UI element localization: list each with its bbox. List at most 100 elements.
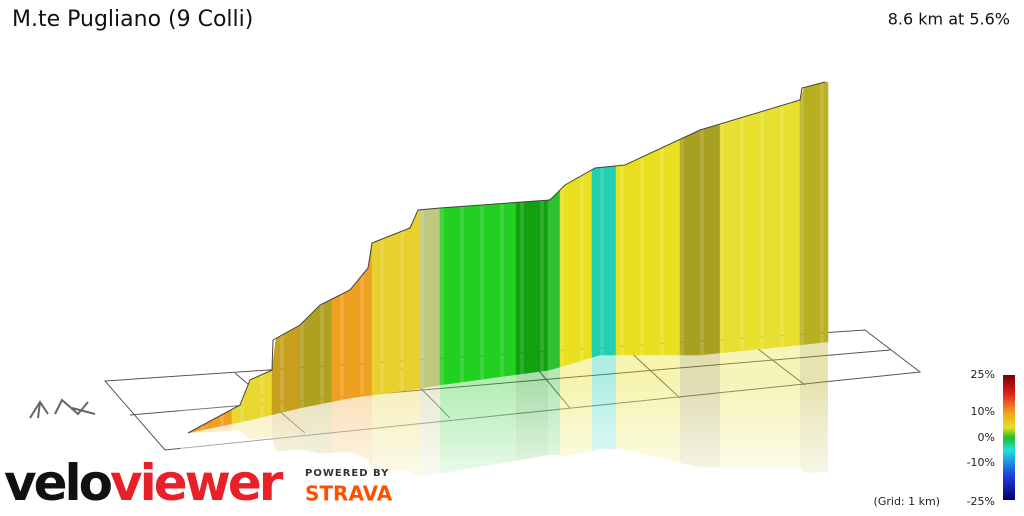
ribbon-stripe xyxy=(603,166,609,356)
ribbon-stripe xyxy=(335,294,341,402)
ribbon-stripe xyxy=(755,111,761,350)
ribbon-stripe xyxy=(399,230,405,392)
ribbon-stripe xyxy=(371,241,377,396)
ribbon-stripe xyxy=(423,208,429,388)
ribbon-stripe xyxy=(771,106,777,349)
ribbon-stripe xyxy=(451,206,457,384)
ribbon-stripe xyxy=(515,201,521,375)
ribbon-stripe xyxy=(651,150,657,356)
ribbon-stripe xyxy=(615,165,621,356)
ribbon-stripe xyxy=(283,331,289,413)
ribbon-stripe xyxy=(499,203,505,378)
ribbon-stripe xyxy=(231,406,237,425)
ribbon-stripe xyxy=(727,120,733,353)
ribbon-stripe xyxy=(723,121,729,353)
ribbon-stripe xyxy=(291,326,297,411)
ribbon-stripe xyxy=(467,205,473,382)
ribbon-stripe xyxy=(419,209,425,389)
ribbon-stripe xyxy=(731,118,737,353)
ribbon-stripe xyxy=(623,163,629,356)
powered-by: POWERED BY xyxy=(305,468,389,479)
ribbon-stripe xyxy=(811,84,817,344)
ribbon-stripe xyxy=(323,300,329,404)
ribbon-stripe xyxy=(455,206,461,384)
ribbon-stripe xyxy=(303,316,309,408)
ribbon-stripe xyxy=(295,324,301,410)
ribbon-stripe xyxy=(639,155,645,356)
scale-label: 25% xyxy=(971,368,995,381)
strava-logo: STRAVA xyxy=(305,482,393,506)
ribbon-stripe xyxy=(779,104,785,348)
ribbon-stripe xyxy=(823,81,829,343)
ribbon-stripe xyxy=(763,109,769,349)
ribbon-stripe xyxy=(235,404,241,424)
ribbon-stripe xyxy=(275,335,281,415)
ribbon-stripe xyxy=(587,169,593,359)
ribbon-stripe xyxy=(671,140,677,356)
ribbon-stripe xyxy=(299,320,305,409)
ribbon-stripe xyxy=(363,267,369,397)
ribbon-stripe xyxy=(759,110,765,350)
ribbon-stripe xyxy=(611,165,617,356)
ribbon-stripe xyxy=(607,166,613,356)
ribbon-stripe xyxy=(315,304,321,406)
ribbon-stripe xyxy=(439,207,445,386)
ribbon-stripe xyxy=(347,287,353,399)
ribbon-stripe xyxy=(523,201,529,374)
ribbon-stripe xyxy=(695,129,701,356)
ribbon-stripe xyxy=(787,102,793,347)
ribbon-stripe xyxy=(247,378,253,421)
grid-note: (Grid: 1 km) xyxy=(874,495,940,508)
ribbon-stripe xyxy=(411,214,417,390)
ribbon-stripe xyxy=(527,201,533,374)
ribbon-stripe xyxy=(683,135,689,356)
ribbon-stripe xyxy=(403,228,409,392)
ribbon-stripe xyxy=(447,206,453,385)
ribbon-stripe xyxy=(559,185,565,368)
ribbon-stripe xyxy=(251,376,257,420)
ribbon-stripe xyxy=(631,159,637,356)
logo-part: viewer xyxy=(110,454,284,512)
ribbon-stripe xyxy=(519,201,525,375)
ribbon-stripe xyxy=(575,176,581,363)
ribbon-stripe xyxy=(287,329,293,412)
ribbon-stripe xyxy=(711,124,717,355)
ribbon-stripe xyxy=(535,200,541,373)
ribbon-stripe xyxy=(307,312,313,407)
ribbon-stripe xyxy=(795,99,801,346)
ribbon-stripe xyxy=(471,205,477,381)
ribbon-stripe xyxy=(687,133,693,356)
ribbon-stripe xyxy=(503,202,509,377)
ribbon-stripe xyxy=(543,199,549,372)
summary: 8.6 km at 5.6% xyxy=(888,10,1010,29)
ribbon-stripe xyxy=(427,208,433,388)
ribbon-stripe xyxy=(659,146,665,356)
ribbon-stripe xyxy=(259,373,265,418)
ribbon-stripe xyxy=(331,296,337,402)
ribbon-stripe xyxy=(567,180,573,365)
ribbon-stripe xyxy=(555,189,561,369)
ribbon-stripe xyxy=(583,171,589,361)
ribbon-stripe xyxy=(459,205,465,383)
ribbon-stripe xyxy=(703,127,709,355)
elevation-ribbon xyxy=(187,81,829,434)
scale-label: -10% xyxy=(967,456,995,469)
ribbon-stripe xyxy=(751,112,757,351)
ribbon-stripe xyxy=(319,302,325,405)
ribbon-stripe xyxy=(435,207,441,386)
logo-part: velo xyxy=(4,454,112,512)
color-scale xyxy=(1003,375,1015,500)
ribbon-stripe xyxy=(407,222,413,391)
ribbon-stripe xyxy=(679,137,685,356)
ribbon-stripe xyxy=(475,204,481,381)
ribbon-stripe xyxy=(551,193,557,370)
ribbon-stripe xyxy=(655,148,661,356)
ribbon-stripe xyxy=(667,142,673,356)
ribbon-stripe xyxy=(375,239,381,395)
ribbon-stripe xyxy=(343,290,349,400)
ribbon-stripe xyxy=(591,167,597,358)
ribbon-stripe xyxy=(395,231,401,393)
ribbon-stripe xyxy=(707,126,713,355)
logo: veloviewer xyxy=(4,454,284,512)
